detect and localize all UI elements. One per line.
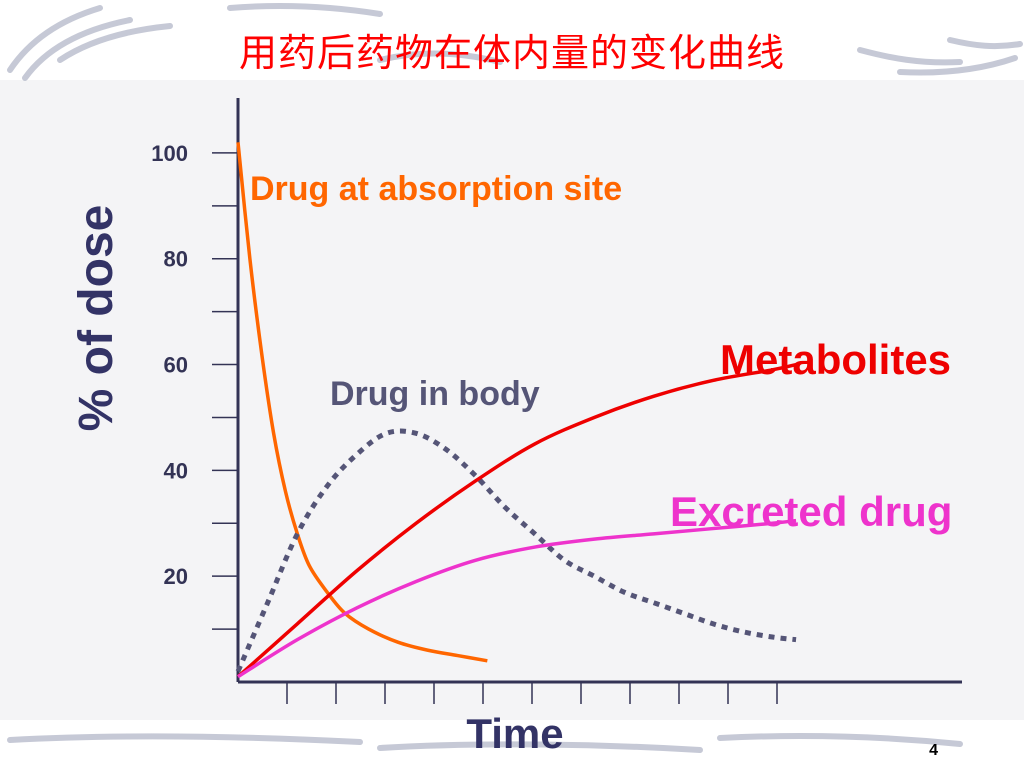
y-tick-label: 60 — [164, 353, 188, 378]
series-line-metabolites — [236, 362, 797, 679]
series-label-drug-at-absorption-site: Drug at absorption site — [250, 170, 622, 208]
y-tick-label: 100 — [151, 141, 188, 166]
y-tick-label: 40 — [164, 458, 188, 483]
chart-series-labels: Drug at absorption site Drug in body Metab… — [250, 170, 952, 535]
y-axis-label: % of dose — [70, 205, 123, 432]
series-line-drug-in-body — [235, 428, 797, 673]
y-tick-label: 20 — [164, 564, 188, 589]
slide-title: 用药后药物在体内量的变化曲线 — [238, 31, 785, 75]
x-axis-label: Time — [466, 710, 563, 757]
series-line-excreted-drug — [237, 518, 797, 679]
chart-series — [235, 142, 797, 679]
series-label-excreted-drug: Excreted drug — [670, 488, 952, 535]
y-tick-label: 80 — [164, 247, 188, 272]
chart-axes: 20 40 60 80 100 — [151, 98, 962, 704]
series-line-drug-at-absorption-site — [236, 142, 488, 663]
page-number: 4 — [929, 742, 938, 759]
series-label-drug-in-body: Drug in body — [330, 375, 540, 413]
series-label-metabolites: Metabolites — [720, 336, 951, 383]
brush-stroke-decoration — [7, 3, 1023, 753]
